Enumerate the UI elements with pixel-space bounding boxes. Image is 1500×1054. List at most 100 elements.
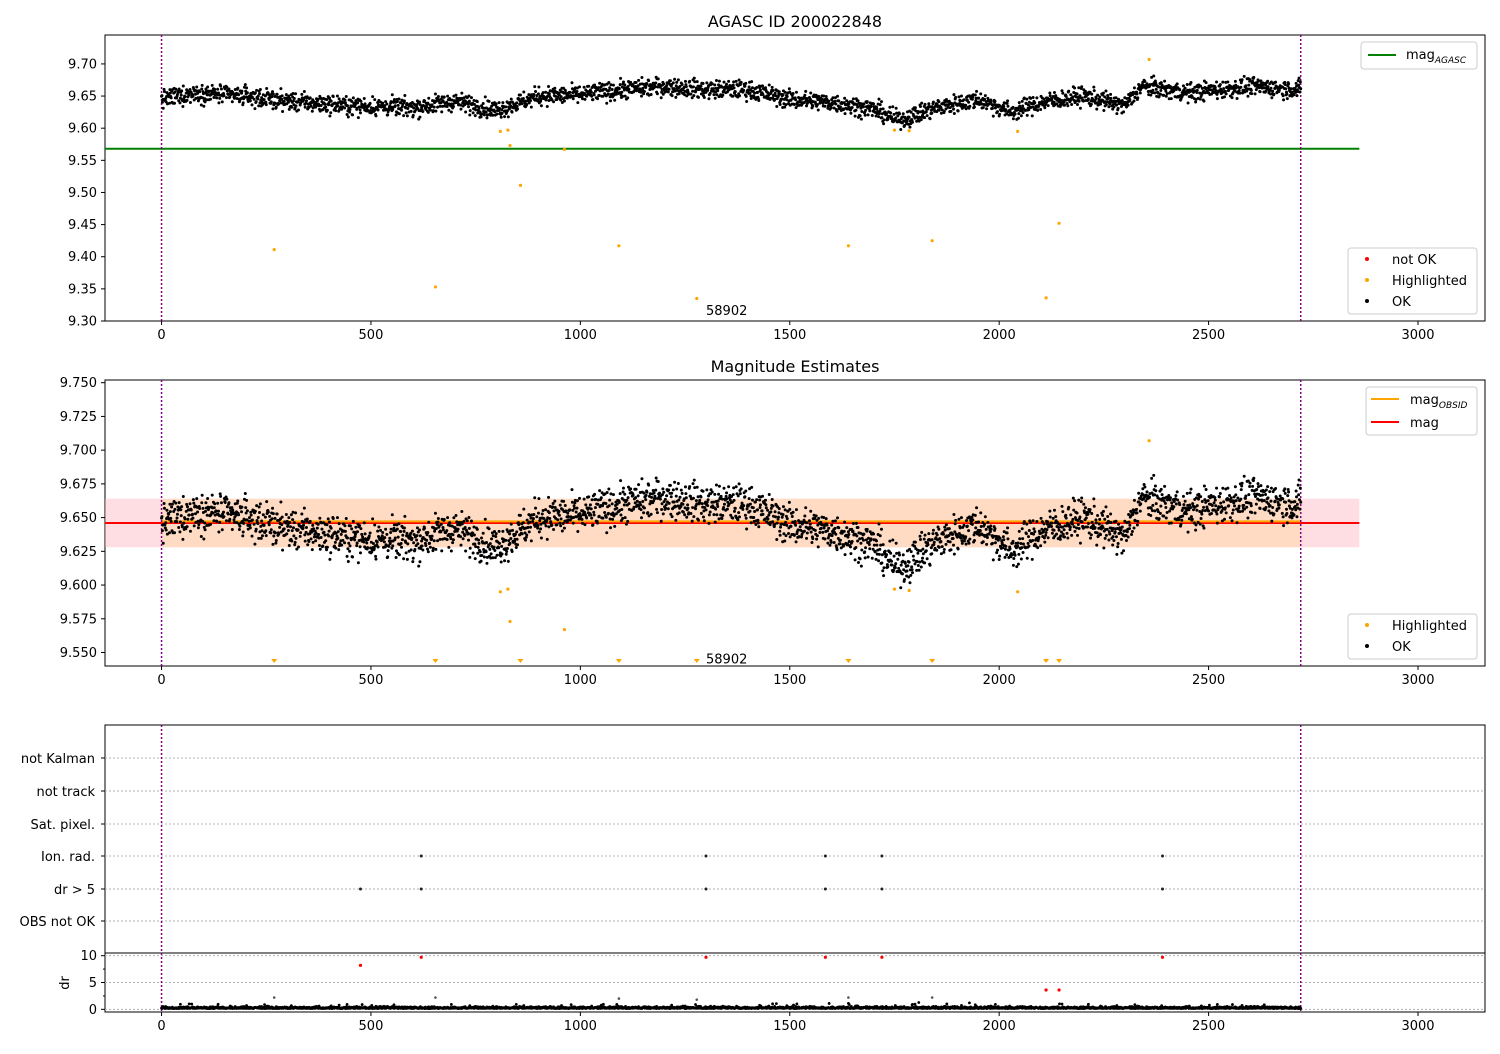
ok-point xyxy=(950,548,953,551)
ok-point xyxy=(501,553,504,556)
ok-point xyxy=(942,551,945,554)
ok-point xyxy=(966,525,969,528)
ok-point xyxy=(803,530,806,533)
ok-point xyxy=(227,93,230,96)
ok-point xyxy=(1102,92,1105,95)
ok-point xyxy=(488,100,491,103)
ok-point xyxy=(619,514,622,517)
ok-point xyxy=(654,489,657,492)
ok-point xyxy=(800,535,803,538)
ok-point xyxy=(857,526,860,529)
ok-point xyxy=(627,85,630,88)
ok-point xyxy=(403,527,406,530)
ok-point xyxy=(998,113,1001,116)
ok-point xyxy=(993,527,996,530)
ok-point xyxy=(161,101,164,104)
ok-point xyxy=(677,482,680,485)
ok-point xyxy=(677,498,680,501)
ok-point xyxy=(815,514,818,517)
ok-point xyxy=(771,520,774,523)
ok-point xyxy=(1122,110,1125,113)
ok-point xyxy=(1186,83,1189,86)
ok-point xyxy=(217,101,220,104)
ok-point xyxy=(1073,530,1076,533)
ok-point xyxy=(868,547,871,550)
ok-point xyxy=(285,93,288,96)
ok-point xyxy=(670,492,673,495)
ok-point xyxy=(406,107,409,110)
ok-point xyxy=(311,110,314,113)
ok-point xyxy=(576,90,579,93)
ok-point xyxy=(1202,100,1205,103)
ok-point xyxy=(705,81,708,84)
ok-point xyxy=(768,493,771,496)
ok-point xyxy=(576,530,579,533)
ok-point xyxy=(705,488,708,491)
ok-point xyxy=(1139,91,1142,94)
ok-point xyxy=(390,528,393,531)
ok-point xyxy=(397,536,400,539)
ok-point xyxy=(843,530,846,533)
ok-point xyxy=(910,565,913,568)
ok-point xyxy=(806,531,809,534)
ok-point xyxy=(246,509,249,512)
ok-point xyxy=(406,114,409,117)
ok-point xyxy=(587,85,590,88)
ok-point xyxy=(1028,529,1031,532)
ok-point xyxy=(926,543,929,546)
highlighted-point xyxy=(273,248,276,251)
ok-point xyxy=(924,534,927,537)
ok-point xyxy=(349,108,352,111)
ok-point xyxy=(521,102,524,105)
ok-point xyxy=(993,100,996,103)
ok-point xyxy=(291,529,294,532)
ok-point xyxy=(505,550,508,553)
ok-point xyxy=(396,100,399,103)
ok-point xyxy=(1165,95,1168,98)
ok-point xyxy=(570,488,573,491)
ok-point xyxy=(218,521,221,524)
ok-point xyxy=(564,89,567,92)
y-tick-label: 9.30 xyxy=(68,315,97,330)
ok-point xyxy=(982,106,985,109)
ok-point xyxy=(804,90,807,93)
ok-point xyxy=(826,529,829,532)
ok-point xyxy=(952,93,955,96)
ok-point xyxy=(780,522,783,525)
ok-point xyxy=(1153,91,1156,94)
ok-point xyxy=(1282,94,1285,97)
ok-point xyxy=(305,99,308,102)
ok-point xyxy=(919,535,922,538)
ok-point xyxy=(881,569,884,572)
ok-point xyxy=(398,112,401,115)
ok-point xyxy=(258,92,261,95)
ok-point xyxy=(899,586,902,589)
ok-point xyxy=(1017,553,1020,556)
ok-point xyxy=(895,107,898,110)
ok-point xyxy=(329,551,332,554)
ok-point xyxy=(169,510,172,513)
ok-point xyxy=(483,556,486,559)
ok-point xyxy=(859,557,862,560)
ok-point xyxy=(1105,103,1108,106)
ok-point xyxy=(731,95,734,98)
ok-point xyxy=(186,505,189,508)
ok-point xyxy=(645,494,648,497)
ok-point xyxy=(391,544,394,547)
ok-point xyxy=(500,545,503,548)
ok-point xyxy=(1036,546,1039,549)
ok-point xyxy=(278,526,281,529)
ok-point xyxy=(416,542,419,545)
ok-point xyxy=(919,538,922,541)
ok-point xyxy=(721,94,724,97)
ok-point xyxy=(911,121,914,124)
ok-point xyxy=(1022,111,1025,114)
ok-point xyxy=(667,90,670,93)
ok-point xyxy=(349,544,352,547)
ok-point xyxy=(643,507,646,510)
ok-point xyxy=(179,521,182,524)
ok-point xyxy=(225,498,228,501)
ok-point xyxy=(1072,497,1075,500)
ok-point xyxy=(1257,80,1260,83)
ok-point xyxy=(899,128,902,131)
